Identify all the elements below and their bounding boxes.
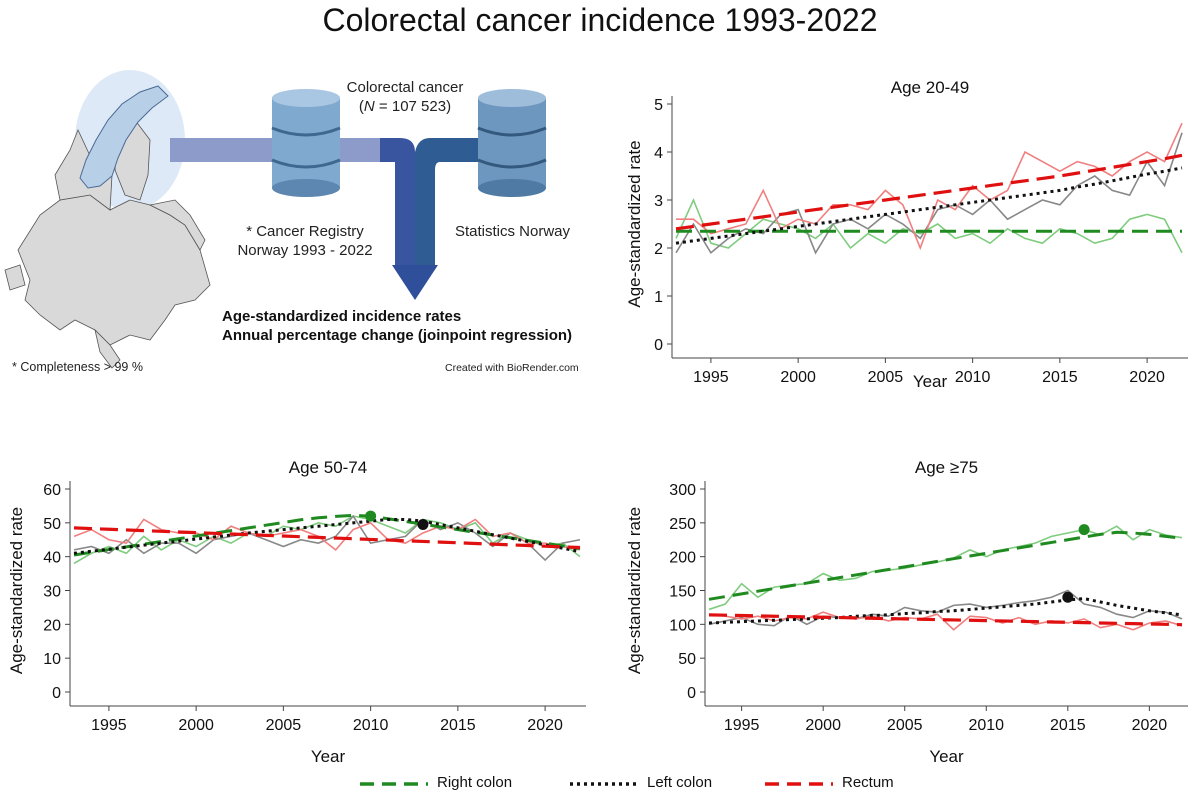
y-tick-label: 1 xyxy=(654,289,663,306)
x-tick-label: 2015 xyxy=(1042,369,1078,386)
y-tick-label: 40 xyxy=(43,550,61,567)
joinpoint-right-colon xyxy=(365,510,377,522)
x-tick-label: 1995 xyxy=(693,369,729,386)
chart-age-75: Age ≥75 0 50 100 150 200 250 300 1995 2000 2005 201… xyxy=(625,458,1188,766)
y-tick-label: 250 xyxy=(669,516,696,533)
y-tick-label: 4 xyxy=(654,145,663,162)
chart-age-50-74: Age 50-74 0 10 20 30 40 50 60 1995 2000 2005 2010 20… xyxy=(7,458,586,766)
y-axis-label: Age-standardized rate xyxy=(625,140,644,307)
x-axis-label: Year xyxy=(929,747,964,766)
series-observed-rectum xyxy=(708,611,1183,631)
y-tick-label: 0 xyxy=(52,685,61,702)
flow-n-count: (N = 107 523) xyxy=(358,98,452,115)
y-tick-label: 150 xyxy=(669,584,696,601)
chart-title: Age 50-74 xyxy=(289,458,367,477)
flow-registry-line1: * Cancer Registry xyxy=(246,223,364,240)
x-tick-label: 2020 xyxy=(1129,369,1165,386)
legend-swatches xyxy=(360,782,833,786)
x-tick-label: 2015 xyxy=(440,717,476,734)
series-fit-left-colon xyxy=(708,597,1183,625)
series-observed-right-colon xyxy=(675,197,1183,254)
x-tick-label: 2005 xyxy=(266,717,302,734)
y-tick-label: 0 xyxy=(654,337,663,354)
flow-n-value: = 107 523 xyxy=(378,98,447,115)
y-tick-label: 50 xyxy=(678,651,696,668)
flow-output-line1: Age-standardized incidence rates xyxy=(222,308,462,325)
x-tick-label: 2005 xyxy=(868,369,904,386)
flow-source-title: Colorectal cancer xyxy=(346,79,464,96)
flow-credit: Created with BioRender.com xyxy=(445,362,579,374)
series-fit-rectum xyxy=(73,526,581,550)
y-tick-label: 60 xyxy=(43,482,61,499)
y-tick-label: 20 xyxy=(43,617,61,634)
flow-pipe-bend xyxy=(380,138,415,270)
flow-pipe-right xyxy=(415,138,480,270)
y-tick-label: 200 xyxy=(669,550,696,567)
joinpoint-left-colon xyxy=(1062,591,1074,603)
y-tick-label: 30 xyxy=(43,584,61,601)
database-icon-statistics xyxy=(477,89,547,197)
chart-title: Age ≥75 xyxy=(915,458,978,477)
chart-title: Age 20-49 xyxy=(891,78,969,97)
page-title: Colorectal cancer incidence 1993-2022 xyxy=(322,2,878,38)
legend-label-right-colon: Right colon xyxy=(437,774,513,791)
x-tick-label: 2010 xyxy=(955,369,991,386)
x-tick-label: 2000 xyxy=(178,717,214,734)
series-observed-right-colon xyxy=(708,525,1183,611)
norway-icon xyxy=(79,85,169,189)
x-tick-label: 2015 xyxy=(1050,717,1086,734)
y-tick-label: 0 xyxy=(687,685,696,702)
joinpoint-right-colon xyxy=(1078,524,1090,536)
joinpoint-left-colon xyxy=(417,519,429,531)
y-tick-label: 100 xyxy=(669,617,696,634)
x-tick-label: 2010 xyxy=(968,717,1004,734)
x-tick-label: 2010 xyxy=(353,717,389,734)
series-fit-rectum xyxy=(708,613,1183,627)
x-tick-label: 2020 xyxy=(527,717,563,734)
legend: Right colon Left colon Rectum xyxy=(0,770,1200,794)
flow-diagram xyxy=(4,70,547,369)
y-tick-label: 10 xyxy=(43,651,61,668)
flow-arrow-icon xyxy=(392,265,438,300)
x-tick-label: 2005 xyxy=(887,717,923,734)
y-tick-label: 2 xyxy=(654,241,663,258)
x-axis-label: Year xyxy=(913,372,948,391)
series-fit-right-colon xyxy=(73,513,581,557)
flow-output-line2: Annual percentage change (joinpoint regr… xyxy=(222,327,573,344)
chart-age-20-49: Age 20-49 0 1 2 3 4 5 1995 2000 2005 2010 2015 2020 Y… xyxy=(625,78,1188,391)
series-fit-left-colon xyxy=(675,166,1183,245)
y-tick-label: 3 xyxy=(654,193,663,210)
series-fit-rectum xyxy=(675,153,1183,231)
x-tick-label: 1995 xyxy=(91,717,127,734)
x-tick-label: 2020 xyxy=(1132,717,1168,734)
legend-label-left-colon: Left colon xyxy=(647,774,713,791)
series-observed-left-colon xyxy=(675,132,1183,255)
series-observed-rectum xyxy=(73,518,581,551)
x-axis-label: Year xyxy=(311,747,346,766)
series-fit-left-colon xyxy=(73,517,581,555)
y-tick-label: 300 xyxy=(669,482,696,499)
flow-n-label: N xyxy=(363,98,375,115)
y-tick-label: 50 xyxy=(43,516,61,533)
flow-completeness-note: * Completeness > 99 % xyxy=(12,360,143,374)
series-fit-right-colon xyxy=(708,530,1183,601)
database-icon-registry xyxy=(271,89,341,197)
x-tick-label: 2000 xyxy=(780,369,816,386)
y-axis-label: Age-standardized rate xyxy=(625,507,644,674)
x-tick-label: 1995 xyxy=(724,717,760,734)
flow-registry-line2: Norway 1993 - 2022 xyxy=(237,242,373,259)
y-axis-label: Age-standardized rate xyxy=(7,507,26,674)
x-tick-label: 2000 xyxy=(805,717,841,734)
series-observed-rectum xyxy=(676,122,1183,251)
y-tick-label: 5 xyxy=(654,97,663,114)
flow-statistics-label: Statistics Norway xyxy=(454,223,571,240)
legend-label-rectum: Rectum xyxy=(842,774,894,791)
